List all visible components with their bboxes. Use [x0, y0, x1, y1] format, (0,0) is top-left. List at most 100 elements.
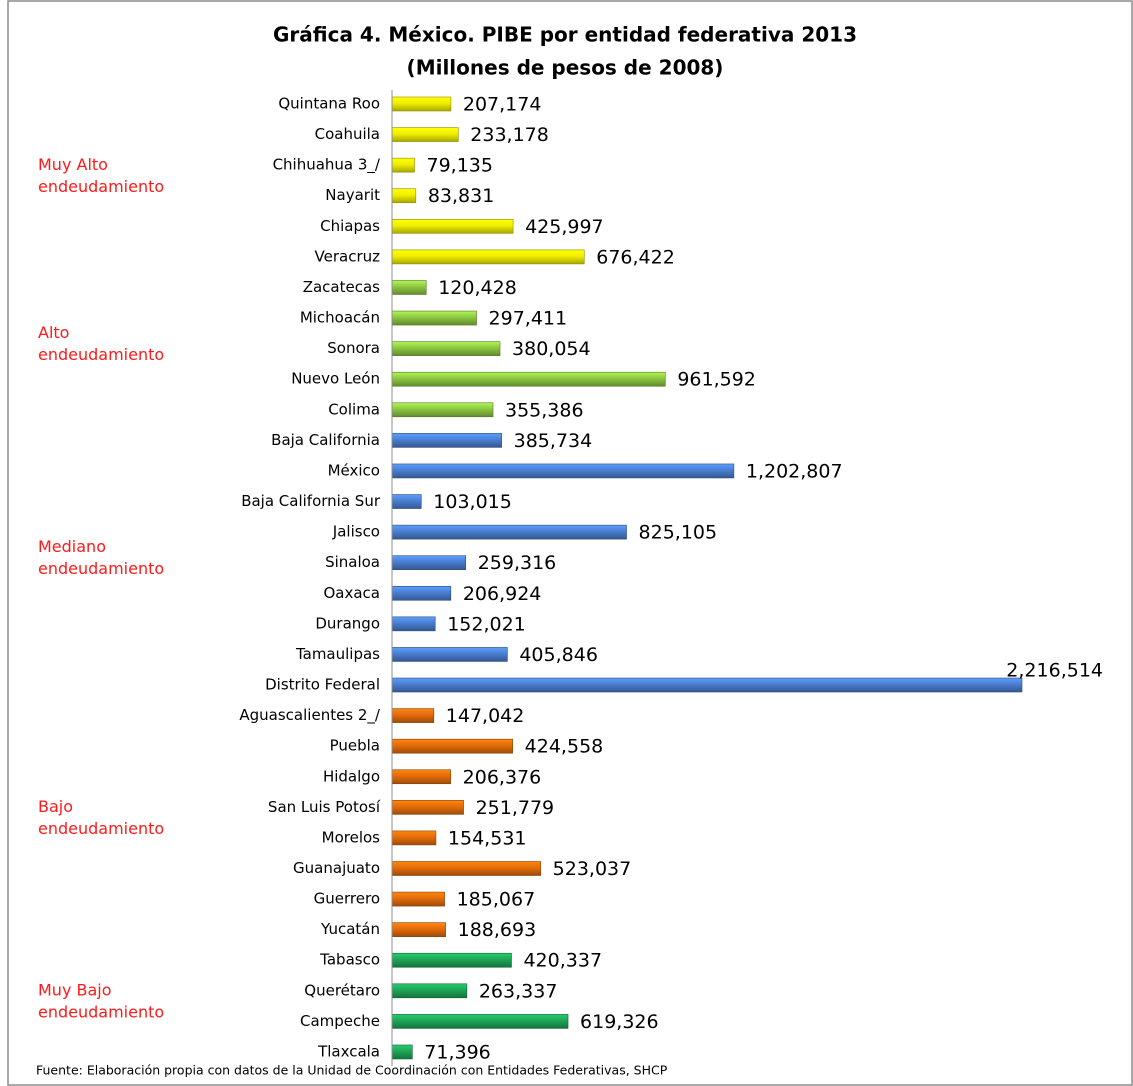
category-label: Baja California Sur	[241, 492, 381, 510]
bar	[391, 188, 417, 204]
group-label: Alto	[38, 323, 69, 342]
category-label: Aguascalientes 2_/	[239, 706, 381, 725]
category-label: Durango	[315, 614, 380, 632]
value-label: 523,037	[553, 858, 632, 880]
value-label: 188,693	[458, 919, 537, 941]
bar	[391, 861, 541, 876]
category-label: Hidalgo	[323, 767, 380, 785]
value-label: 1,202,807	[746, 460, 843, 482]
value-label: 380,054	[512, 338, 591, 360]
category-label: Guerrero	[314, 890, 380, 908]
source-note: Fuente: Elaboración propia con datos de …	[36, 1063, 668, 1078]
chart-frame	[7, 0, 1133, 1086]
chart-title: Gráfica 4. México. PIBE por entidad fede…	[273, 23, 857, 47]
category-label: Chiapas	[320, 217, 380, 235]
value-label: 355,386	[505, 399, 584, 421]
group-label: endeudamiento	[38, 559, 164, 578]
category-label: Morelos	[322, 828, 381, 846]
value-label: 385,734	[514, 430, 593, 452]
bar	[391, 494, 422, 509]
value-label: 961,592	[677, 369, 756, 391]
value-label: 206,924	[463, 583, 542, 605]
category-label: Colima	[328, 400, 380, 418]
value-label: 297,411	[489, 308, 568, 330]
group-label: endeudamiento	[38, 1003, 164, 1022]
value-label: 825,105	[639, 522, 718, 544]
bar	[391, 1014, 569, 1029]
category-label: Distrito Federal	[265, 676, 380, 694]
category-label: Guanajuato	[293, 859, 380, 877]
bar	[391, 433, 502, 448]
value-label: 103,015	[433, 491, 512, 513]
bar	[391, 96, 452, 112]
bar	[391, 249, 585, 265]
bar	[391, 891, 445, 907]
bar	[391, 157, 415, 173]
category-label: Campeche	[300, 1012, 380, 1030]
bar	[391, 371, 666, 387]
bar	[391, 952, 512, 968]
category-label: Chihuahua 3_/	[273, 156, 381, 175]
value-label: 79,135	[426, 155, 492, 177]
value-label: 147,042	[446, 705, 525, 727]
category-label: Yucatán	[320, 920, 380, 938]
category-label: Sinaloa	[325, 553, 380, 571]
bar	[391, 463, 735, 479]
bar	[391, 647, 508, 662]
category-label: Jalisco	[332, 523, 380, 541]
category-label: Nuevo León	[291, 370, 380, 388]
value-label: 2,216,514	[1006, 660, 1103, 682]
bar	[391, 127, 459, 142]
group-label: endeudamiento	[38, 819, 164, 838]
value-label: 71,396	[424, 1041, 490, 1063]
bar	[391, 555, 467, 571]
bar	[391, 830, 437, 846]
category-label: Puebla	[330, 737, 380, 755]
value-label: 425,997	[525, 216, 604, 238]
bar	[391, 341, 501, 356]
category-label: Tamaulipas	[295, 645, 380, 663]
bar	[391, 708, 435, 723]
value-label: 154,531	[448, 827, 527, 849]
chart-subtitle: (Millones de pesos de 2008)	[407, 56, 724, 80]
bar	[391, 922, 446, 937]
value-label: 405,846	[519, 644, 598, 666]
category-label: Coahuila	[315, 125, 380, 143]
value-label: 676,422	[596, 246, 675, 268]
bar	[391, 800, 464, 815]
category-label: Tabasco	[319, 951, 380, 969]
value-label: 185,067	[457, 889, 536, 911]
value-label: 420,337	[523, 950, 602, 972]
bar	[391, 402, 494, 418]
value-label: 207,174	[463, 94, 542, 116]
group-label: Bajo	[38, 797, 73, 816]
group-label: endeudamiento	[38, 177, 164, 196]
category-label: Veracruz	[315, 247, 381, 265]
bar	[391, 677, 1023, 693]
bar	[391, 1044, 413, 1060]
category-label: Michoacán	[300, 309, 380, 327]
group-label: endeudamiento	[38, 345, 164, 364]
value-label: 83,831	[428, 185, 494, 207]
category-label: Tlaxcala	[317, 1042, 380, 1060]
category-label: Baja California	[271, 431, 380, 449]
category-label: Querétaro	[304, 981, 380, 999]
category-label: San Luis Potosí	[268, 798, 381, 816]
bar	[391, 616, 436, 632]
category-label: Zacatecas	[303, 278, 380, 296]
group-label: Muy Alto	[38, 155, 108, 174]
value-label: 424,558	[525, 736, 604, 758]
bar	[391, 310, 477, 326]
value-label: 206,376	[463, 766, 542, 788]
category-label: Nayarit	[325, 186, 380, 204]
bar	[391, 280, 427, 295]
category-label: México	[328, 461, 380, 479]
group-label: Muy Bajo	[38, 981, 112, 1000]
value-label: 233,178	[470, 124, 549, 146]
category-label: Quintana Roo	[278, 95, 380, 113]
bar	[391, 769, 451, 785]
bar	[391, 524, 627, 540]
value-label: 263,337	[479, 980, 558, 1002]
value-label: 120,428	[438, 277, 517, 299]
